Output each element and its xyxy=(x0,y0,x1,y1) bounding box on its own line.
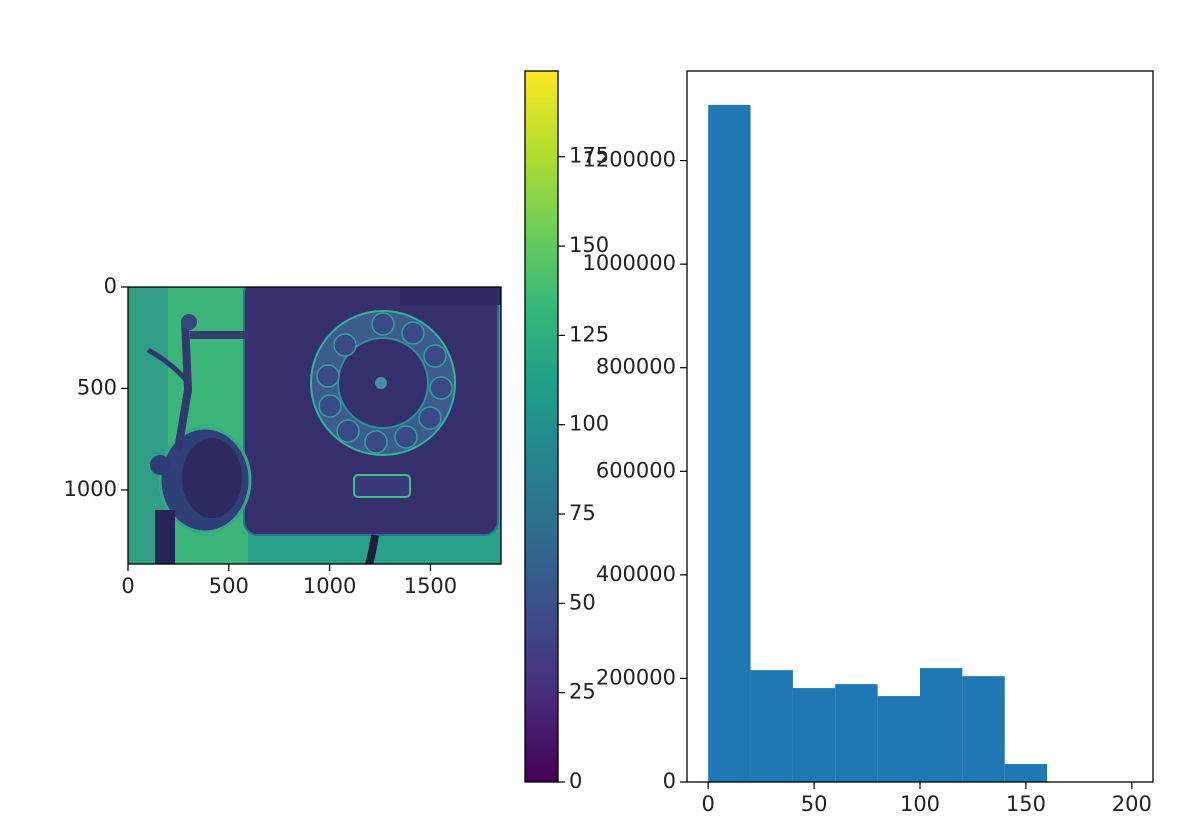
y-tick-label: 75 xyxy=(569,501,596,525)
axes-frame xyxy=(524,70,559,783)
y-tick-label: 400000 xyxy=(596,562,676,586)
histogram-bar xyxy=(877,696,920,782)
histogram-bar xyxy=(792,688,836,782)
y-tick-label: 125 xyxy=(569,322,609,346)
y-tick-label: 1000000 xyxy=(582,251,676,275)
image-content xyxy=(128,287,501,564)
histogram-bar xyxy=(962,676,1005,782)
y-tick-label: 100 xyxy=(569,412,609,436)
y-tick-label: 150 xyxy=(569,233,609,257)
y-tick-label: 0 xyxy=(104,274,117,298)
y-tick-label: 25 xyxy=(569,680,596,704)
y-tick-label: 500 xyxy=(77,375,117,399)
histogram-bar xyxy=(750,670,793,782)
x-tick-label: 100 xyxy=(900,792,940,816)
x-tick-label: 50 xyxy=(801,792,828,816)
histogram-bar xyxy=(920,668,963,782)
axes-frame xyxy=(127,286,502,565)
x-tick-label: 0 xyxy=(121,574,134,598)
y-tick-label: 50 xyxy=(569,590,596,614)
histogram-bar xyxy=(708,104,751,782)
y-tick-label: 1000 xyxy=(64,477,117,501)
x-tick-label: 200 xyxy=(1112,792,1152,816)
y-tick-label: 200000 xyxy=(596,665,676,689)
y-tick-label: 600000 xyxy=(596,458,676,482)
y-tick-label: 0 xyxy=(663,769,676,793)
y-tick-label: 0 xyxy=(569,769,582,793)
histogram-bar xyxy=(1004,764,1048,782)
colorbar-gradient xyxy=(525,71,558,782)
y-tick-label: 1200000 xyxy=(582,148,676,172)
x-tick-label: 1500 xyxy=(404,574,457,598)
x-tick-label: 500 xyxy=(209,574,249,598)
y-tick-label: 800000 xyxy=(596,355,676,379)
histogram-bar xyxy=(835,684,878,782)
x-tick-label: 1000 xyxy=(303,574,356,598)
x-tick-label: 150 xyxy=(1006,792,1046,816)
x-tick-label: 0 xyxy=(701,792,714,816)
y-tick-label: 175 xyxy=(569,144,609,168)
